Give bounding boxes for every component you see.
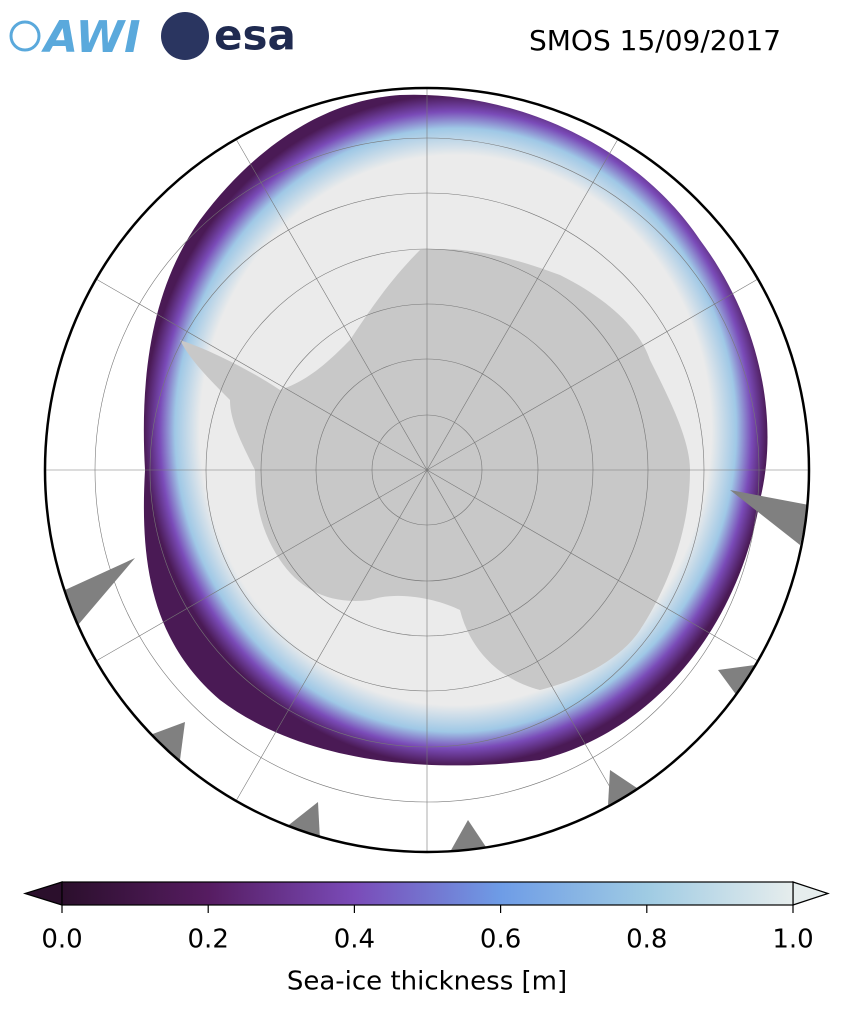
colorbar-tick-label: 0.0: [41, 925, 82, 955]
awi-logo: AWI: [41, 12, 141, 63]
antarctica: [180, 249, 690, 691]
colorbar-extend-high: [792, 881, 830, 906]
colorbar-tick-label: 0.4: [334, 925, 375, 955]
colorbar-tick-label: 0.6: [480, 925, 521, 955]
esa-logo: esa: [214, 11, 296, 60]
esa-globe: [161, 12, 209, 60]
colorbar-label: Sea-ice thickness [m]: [287, 967, 567, 997]
map: [45, 88, 809, 852]
logos: AWI esa: [9, 11, 296, 63]
title: SMOS 15/09/2017: [529, 24, 781, 57]
land-mask: [65, 490, 809, 852]
colorbar-extend-low: [22, 881, 63, 906]
colorbar-ramp: [61, 881, 794, 906]
map-border: [43, 86, 811, 854]
colorbar-tick-label: 0.8: [626, 925, 667, 955]
awi-globe: [9, 20, 41, 52]
colorbar-tick-label: 0.2: [188, 925, 229, 955]
colorbar: 0.0 0.2 0.4 0.6 0.8 1.0 Sea-ice thickness [m]: [22, 881, 830, 997]
colorbar-tick-label: 1.0: [772, 925, 813, 955]
graticule: [45, 88, 809, 852]
